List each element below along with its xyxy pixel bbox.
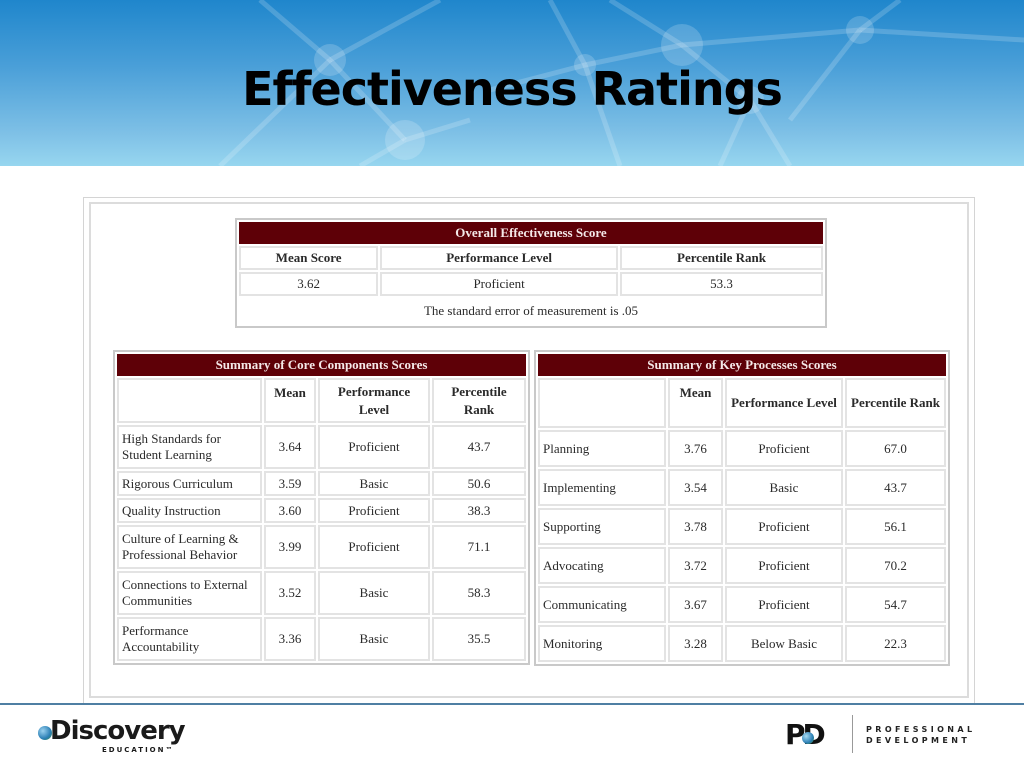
process-name: Advocating — [538, 547, 666, 584]
percentile-rank-value: 67.0 — [845, 430, 946, 467]
performance-level-value: Proficient — [380, 272, 618, 296]
mean-value: 3.28 — [668, 625, 723, 662]
mean-value: 3.72 — [668, 547, 723, 584]
pd-logo-text: PROFESSIONAL DEVELOPMENT — [866, 724, 975, 746]
performance-level-value: Basic — [318, 471, 430, 496]
percentile-rank-value: 35.5 — [432, 617, 526, 661]
percentile-rank-value: 53.3 — [619, 272, 823, 296]
percentile-rank-value: 50.6 — [432, 471, 526, 496]
table-row: Monitoring 3.28 Below Basic 22.3 — [538, 625, 946, 662]
mean-value: 3.36 — [264, 617, 316, 661]
performance-level-value: Proficient — [318, 525, 430, 569]
table-caption: Overall Effectiveness Score — [239, 222, 823, 244]
table-row: Connections to External Communities 3.52… — [117, 571, 526, 615]
mean-value: 3.64 — [264, 425, 316, 469]
globe-icon — [38, 726, 52, 740]
table-row: Performance Accountability 3.36 Basic 35… — [117, 617, 526, 661]
component-name: High Standards for Student Learning — [117, 425, 262, 469]
process-name: Implementing — [538, 469, 666, 506]
table-row: Advocating 3.72 Proficient 70.2 — [538, 547, 946, 584]
table-caption: Summary of Key Processes Scores — [538, 354, 946, 376]
component-name: Culture of Learning & Professional Behav… — [117, 525, 262, 569]
measurement-error-note: The standard error of measurement is .05 — [423, 303, 639, 318]
column-header-process — [538, 378, 666, 428]
column-header-component — [117, 378, 262, 423]
percentile-rank-value: 54.7 — [845, 586, 946, 623]
column-header-percentile-rank: Percentile Rank — [432, 378, 526, 423]
footer-divider — [0, 703, 1024, 705]
globe-icon — [802, 732, 814, 744]
table-row: Quality Instruction 3.60 Proficient 38.3 — [117, 498, 526, 523]
percentile-rank-value: 22.3 — [845, 625, 946, 662]
performance-level-value: Proficient — [725, 430, 843, 467]
mean-value: 3.52 — [264, 571, 316, 615]
mean-value: 3.76 — [668, 430, 723, 467]
column-header-performance-level: Performance Level — [725, 378, 843, 428]
performance-level-value: Basic — [725, 469, 843, 506]
column-header-performance-level: Performance Level — [318, 378, 430, 423]
logo-divider — [852, 715, 853, 753]
table-row: Rigorous Curriculum 3.59 Basic 50.6 — [117, 471, 526, 496]
column-header-percentile-rank: Percentile Rank — [845, 378, 946, 428]
performance-level-value: Proficient — [725, 586, 843, 623]
percentile-rank-value: 58.3 — [432, 571, 526, 615]
performance-level-value: Proficient — [318, 425, 430, 469]
performance-level-value: Basic — [318, 617, 430, 661]
table-row: 3.62 Proficient 53.3 — [239, 272, 823, 296]
percentile-rank-value: 56.1 — [845, 508, 946, 545]
component-name: Performance Accountability — [117, 617, 262, 661]
table-row: High Standards for Student Learning 3.64… — [117, 425, 526, 469]
process-name: Supporting — [538, 508, 666, 545]
mean-value: 3.60 — [264, 498, 316, 523]
logo-subtitle: EDUCATION™ — [102, 746, 175, 754]
discovery-education-logo: Discovery EDUCATION™ — [38, 716, 198, 758]
slide-header: Effectiveness Ratings — [0, 0, 1024, 166]
performance-level-value: Proficient — [318, 498, 430, 523]
percentile-rank-value: 71.1 — [432, 525, 526, 569]
mean-value: 3.99 — [264, 525, 316, 569]
mean-value: 3.54 — [668, 469, 723, 506]
process-name: Planning — [538, 430, 666, 467]
table-row: Culture of Learning & Professional Behav… — [117, 525, 526, 569]
percentile-rank-value: 43.7 — [845, 469, 946, 506]
column-header-mean-score: Mean Score — [239, 246, 379, 270]
logo-wordmark: Discovery — [50, 716, 186, 746]
column-header-mean: Mean — [264, 378, 316, 423]
key-processes-table: Summary of Key Processes Scores Mean Per… — [534, 350, 950, 666]
component-name: Rigorous Curriculum — [117, 471, 262, 496]
table-caption: Summary of Core Components Scores — [117, 354, 526, 376]
network-pattern-decoration — [218, 0, 1024, 166]
table-row: Planning 3.76 Proficient 67.0 — [538, 430, 946, 467]
performance-level-value: Proficient — [725, 508, 843, 545]
process-name: Communicating — [538, 586, 666, 623]
performance-level-value: Basic — [318, 571, 430, 615]
table-row: Implementing 3.54 Basic 43.7 — [538, 469, 946, 506]
mean-value: 3.59 — [264, 471, 316, 496]
performance-level-value: Below Basic — [725, 625, 843, 662]
performance-level-value: Proficient — [725, 547, 843, 584]
component-name: Quality Instruction — [117, 498, 262, 523]
mean-value: 3.78 — [668, 508, 723, 545]
component-name: Connections to External Communities — [117, 571, 262, 615]
column-header-percentile-rank: Percentile Rank — [619, 246, 823, 270]
mean-value: 3.67 — [668, 586, 723, 623]
percentile-rank-value: 43.7 — [432, 425, 526, 469]
column-header-performance-level: Performance Level — [380, 246, 618, 270]
percentile-rank-value: 38.3 — [432, 498, 526, 523]
pd-logo-line2: DEVELOPMENT — [866, 736, 971, 745]
overall-score-table: Overall Effectiveness Score Mean Score P… — [235, 218, 827, 328]
table-row: Supporting 3.78 Proficient 56.1 — [538, 508, 946, 545]
table-row: Communicating 3.67 Proficient 54.7 — [538, 586, 946, 623]
core-components-table: Summary of Core Components Scores Mean P… — [113, 350, 530, 665]
process-name: Monitoring — [538, 625, 666, 662]
professional-development-logo: PD PROFESSIONAL DEVELOPMENT — [780, 715, 1000, 755]
mean-score-value: 3.62 — [239, 272, 379, 296]
column-header-mean: Mean — [668, 378, 723, 428]
pd-logo-line1: PROFESSIONAL — [866, 725, 976, 734]
slide-title: Effectiveness Ratings — [242, 62, 783, 116]
percentile-rank-value: 70.2 — [845, 547, 946, 584]
